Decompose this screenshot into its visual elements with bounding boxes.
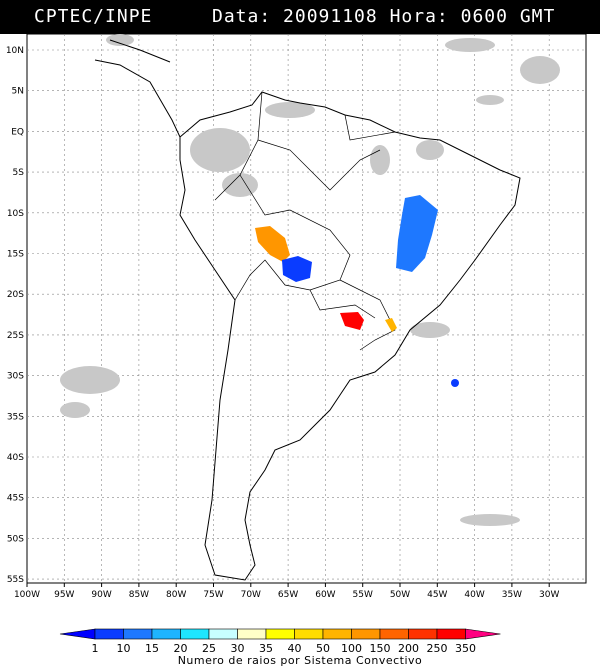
- lon-tick-label: 55W: [353, 590, 373, 600]
- lat-tick-label: 5S: [13, 168, 25, 178]
- lat-tick-label: 50S: [7, 534, 24, 544]
- lon-tick-label: 40W: [464, 590, 484, 600]
- lon-tick-label: 35W: [502, 590, 522, 600]
- legend-high-arrow: [465, 628, 501, 640]
- legend-swatch: [294, 628, 324, 640]
- legend-swatch: [208, 628, 238, 640]
- organization-label: CPTEC/INPE: [34, 6, 153, 27]
- central-america-coastline: [94, 59, 181, 138]
- legend-tick-label: 50: [316, 642, 330, 655]
- lat-tick-label: 5N: [12, 87, 24, 97]
- legend-swatch: [379, 628, 409, 640]
- timezone-value: GMT: [519, 6, 556, 27]
- country-borders: [214, 91, 396, 351]
- lat-tick-label: 20S: [7, 290, 24, 300]
- lat-tick-label: 10S: [7, 209, 24, 219]
- legend-swatch: [151, 628, 181, 640]
- system-blue-atlantic: [451, 379, 459, 387]
- lon-tick-label: 90W: [91, 590, 111, 600]
- legend-swatch: [436, 628, 466, 640]
- legend-tick-label: 150: [370, 642, 391, 655]
- legend-tick-label: 1: [92, 642, 99, 655]
- legend-swatch: [408, 628, 438, 640]
- lat-tick-label: 10N: [6, 46, 24, 56]
- lat-tick-label: EQ: [11, 127, 24, 137]
- legend-tick-label: 350: [455, 642, 476, 655]
- lon-tick-label: 100W: [14, 590, 40, 600]
- lat-tick-label: 45S: [7, 494, 24, 504]
- legend-swatch: [265, 628, 295, 640]
- legend-tick-label: 200: [398, 642, 419, 655]
- legend-tick-label: 40: [288, 642, 302, 655]
- lon-tick-label: 70W: [241, 590, 261, 600]
- lat-tick-label: 25S: [7, 331, 24, 341]
- system-red-paraguay: [340, 312, 364, 330]
- lon-tick-label: 95W: [54, 590, 74, 600]
- legend-low-arrow: [59, 628, 96, 640]
- legend-swatch: [237, 628, 267, 640]
- legend-swatch: [351, 628, 381, 640]
- time-caption: Hora:: [389, 6, 449, 27]
- legend-swatch: [180, 628, 210, 640]
- date-caption: Data:: [212, 6, 272, 27]
- lat-tick-label: 15S: [7, 250, 24, 260]
- time-value: 0600: [460, 6, 508, 27]
- cloud-cover: [60, 34, 560, 526]
- system-blue-bolivia: [282, 256, 312, 282]
- legend-tick-label: 35: [259, 642, 273, 655]
- legend-tick-label: 25: [202, 642, 216, 655]
- system-yellow-parana: [385, 318, 397, 332]
- legend-colorbar: 1 10 15 20 25 30 35 40 50 100 150 200 250 350: [59, 628, 501, 655]
- lat-tick-label: 35S: [7, 412, 24, 422]
- south-america-coastline: [179, 91, 521, 581]
- legend-swatch: [123, 628, 153, 640]
- map-header: CPTEC/INPE Data: 20091108 Hora: 0600 GMT: [0, 0, 600, 34]
- lon-tick-label: 60W: [315, 590, 335, 600]
- date-value: 20091108: [283, 6, 378, 27]
- legend-tick-label: 100: [341, 642, 362, 655]
- lon-tick-label: 45W: [427, 590, 447, 600]
- convective-systems: [255, 195, 459, 387]
- map-frame: [26, 33, 587, 584]
- lat-tick-label: 55S: [7, 575, 24, 585]
- lon-tick-label: 80W: [166, 590, 186, 600]
- system-orange-bolivia: [255, 226, 290, 262]
- caribbean-coastline: [109, 39, 171, 63]
- lon-tick-label: 30W: [539, 590, 559, 600]
- lon-tick-label: 85W: [129, 590, 149, 600]
- legend-tick-label: 15: [145, 642, 159, 655]
- lon-tick-label: 50W: [390, 590, 410, 600]
- lon-tick-label: 75W: [203, 590, 223, 600]
- legend-swatch: [94, 628, 124, 640]
- legend-tick-label: 10: [117, 642, 131, 655]
- system-blue-brazil: [396, 195, 438, 272]
- legend-tick-label: 20: [174, 642, 188, 655]
- lat-tick-label: 30S: [7, 372, 24, 382]
- legend-swatch: [322, 628, 352, 640]
- legend-title: Numero de raios por Sistema Convectivo: [177, 654, 423, 667]
- lat-tick-label: 40S: [7, 453, 24, 463]
- timestamp-label: Data: 20091108 Hora: 0600 GMT: [212, 6, 555, 27]
- coastlines: [94, 39, 521, 581]
- lon-tick-label: 65W: [278, 590, 298, 600]
- legend-tick-label: 30: [231, 642, 245, 655]
- legend-tick-label: 250: [427, 642, 448, 655]
- graticule: 100W 95W 90W 85W 80W 75W 70W 65W 60W 55W 50W 45W 40W…: [6, 34, 586, 600]
